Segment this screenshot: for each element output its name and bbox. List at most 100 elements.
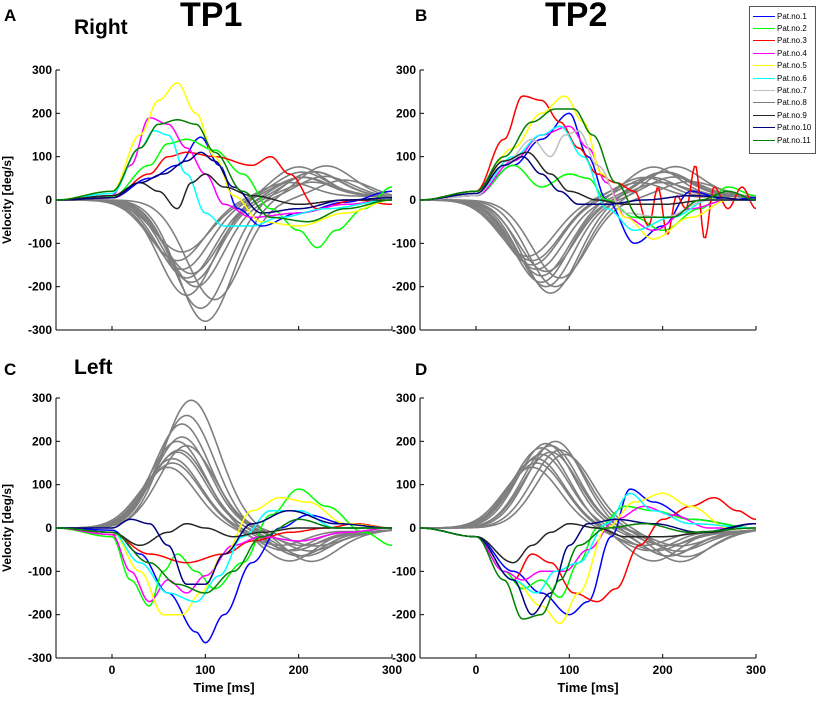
- x-tick-label: 100: [195, 663, 215, 677]
- panel-letter-a: A: [4, 6, 17, 25]
- panel-title-tp2: TP2: [545, 0, 608, 34]
- legend-item: Pat.no.10: [750, 122, 815, 134]
- panel-title-tp1: TP1: [180, 0, 243, 34]
- legend-item: Pat.no.1: [750, 10, 815, 22]
- legend-label: Pat.no.5: [777, 61, 807, 71]
- y-tick-label: 200: [32, 434, 52, 448]
- legend-swatch: [753, 102, 775, 104]
- legend: Pat.no.1 Pat.no.2 Pat.no.3 Pat.no.4 Pat.no.5…: [749, 6, 816, 154]
- series-line-pat-no-8: [56, 449, 392, 557]
- legend-swatch: [753, 77, 775, 79]
- legend-label: Pat.no.9: [777, 110, 807, 120]
- panel-letter-c: C: [4, 360, 17, 379]
- legend-swatch: [753, 15, 775, 17]
- series-line-pat-no-8: [56, 171, 392, 253]
- series-line-pat-no-11: [56, 119, 392, 223]
- y-tick-label: 200: [396, 434, 416, 448]
- series-group: [56, 82, 392, 323]
- legend-label: Pat.no.11: [777, 135, 811, 145]
- y-tick-label: -200: [392, 280, 416, 294]
- y-tick-label: 100: [32, 150, 52, 164]
- x-tick-label: 0: [109, 663, 116, 677]
- legend-item: Pat.no.6: [750, 72, 815, 84]
- y-tick-label: 300: [32, 391, 52, 405]
- legend-item: Pat.no.3: [750, 35, 815, 47]
- series-line-pat-no-8: [56, 466, 392, 547]
- y-tick-label: 100: [32, 478, 52, 492]
- y-tick-label: 100: [396, 478, 416, 492]
- legend-swatch: [753, 52, 775, 54]
- series-line-pat-no-10: [56, 509, 392, 586]
- panel-d-plot: -300 -200 -100 0 100 200 300 0 100 200 300 Time [ms…: [392, 391, 766, 695]
- legend-label: Pat.no.6: [777, 73, 807, 83]
- series-line-pat-no-8: [56, 176, 392, 275]
- legend-label: Pat.no.1: [777, 11, 807, 21]
- series-line-pat-no-5: [420, 492, 756, 625]
- y-tick-label: 200: [32, 106, 52, 120]
- series-line-pat-no-8: [420, 451, 756, 547]
- x-tick-label: 0: [473, 663, 480, 677]
- y-tick-label: 100: [396, 150, 416, 164]
- series-line-pat-no-8: [56, 440, 392, 562]
- series-group: [56, 399, 392, 644]
- series-line-pat-no-8: [56, 444, 392, 547]
- panel-letter-d: D: [415, 360, 428, 379]
- legend-label: Pat.no.7: [777, 86, 807, 96]
- legend-label: Pat.no.3: [777, 36, 807, 46]
- series-line-pat-no-1: [56, 514, 392, 644]
- x-tick-label: 200: [289, 663, 309, 677]
- y-tick-label: 300: [32, 63, 52, 77]
- x-axis-label: Time [ms]: [193, 680, 254, 695]
- x-tick-label: 300: [746, 663, 766, 677]
- x-tick-label: 300: [382, 663, 402, 677]
- y-tick-label: -100: [392, 564, 416, 578]
- legend-label: Pat.no.4: [777, 48, 807, 58]
- panel-subtitle-left: Left: [74, 356, 113, 379]
- y-tick-label: -100: [28, 564, 52, 578]
- y-axis-label: Velocity [deg/s]: [0, 156, 14, 244]
- y-tick-label: 0: [45, 193, 52, 207]
- y-tick-label: -300: [392, 323, 416, 337]
- y-tick-label: -300: [392, 651, 416, 665]
- series-line-pat-no-8: [420, 171, 756, 273]
- y-tick-label: 0: [409, 521, 416, 535]
- series-line-pat-no-11: [420, 522, 756, 620]
- series-line-pat-no-8: [56, 179, 392, 301]
- legend-label: Pat.no.2: [777, 24, 807, 34]
- series-line-pat-no-11: [56, 518, 392, 594]
- series-line-pat-no-2: [56, 488, 392, 607]
- y-tick-label: -300: [28, 323, 52, 337]
- panel-b-plot: -300 -200 -100 0 100 200 300: [392, 63, 757, 337]
- legend-item: Pat.no.4: [750, 47, 815, 59]
- series-line-pat-no-10: [420, 155, 756, 206]
- legend-swatch: [753, 114, 775, 116]
- y-tick-label: 200: [396, 106, 416, 120]
- series-line-pat-no-2: [56, 138, 392, 249]
- legend-swatch: [753, 90, 775, 92]
- legend-item: Pat.no.9: [750, 109, 815, 121]
- legend-item: Pat.no.7: [750, 84, 815, 96]
- series-line-pat-no-10: [56, 151, 392, 214]
- y-tick-label: -200: [392, 608, 416, 622]
- y-tick-label: -200: [28, 608, 52, 622]
- series-line-pat-no-8: [420, 442, 756, 547]
- series-line-pat-no-8: [420, 171, 756, 294]
- legend-swatch: [753, 40, 775, 42]
- series-line-pat-no-11: [420, 108, 756, 219]
- panel-letter-b: B: [415, 6, 428, 25]
- legend-swatch: [753, 139, 775, 141]
- series-line-pat-no-8: [56, 436, 392, 547]
- series-line-pat-no-8: [420, 180, 756, 279]
- x-tick-label: 200: [653, 663, 673, 677]
- panel-a-plot: -300 -200 -100 0 100 200 300 Velocity [deg/s]: [0, 63, 393, 337]
- y-tick-label: 0: [409, 193, 416, 207]
- series-group: [420, 95, 756, 294]
- y-tick-label: -300: [28, 651, 52, 665]
- legend-item: Pat.no.11: [750, 134, 815, 146]
- y-tick-label: -100: [28, 236, 52, 250]
- x-tick-label: 100: [559, 663, 579, 677]
- series-line-pat-no-8: [56, 181, 392, 262]
- y-tick-label: 300: [396, 391, 416, 405]
